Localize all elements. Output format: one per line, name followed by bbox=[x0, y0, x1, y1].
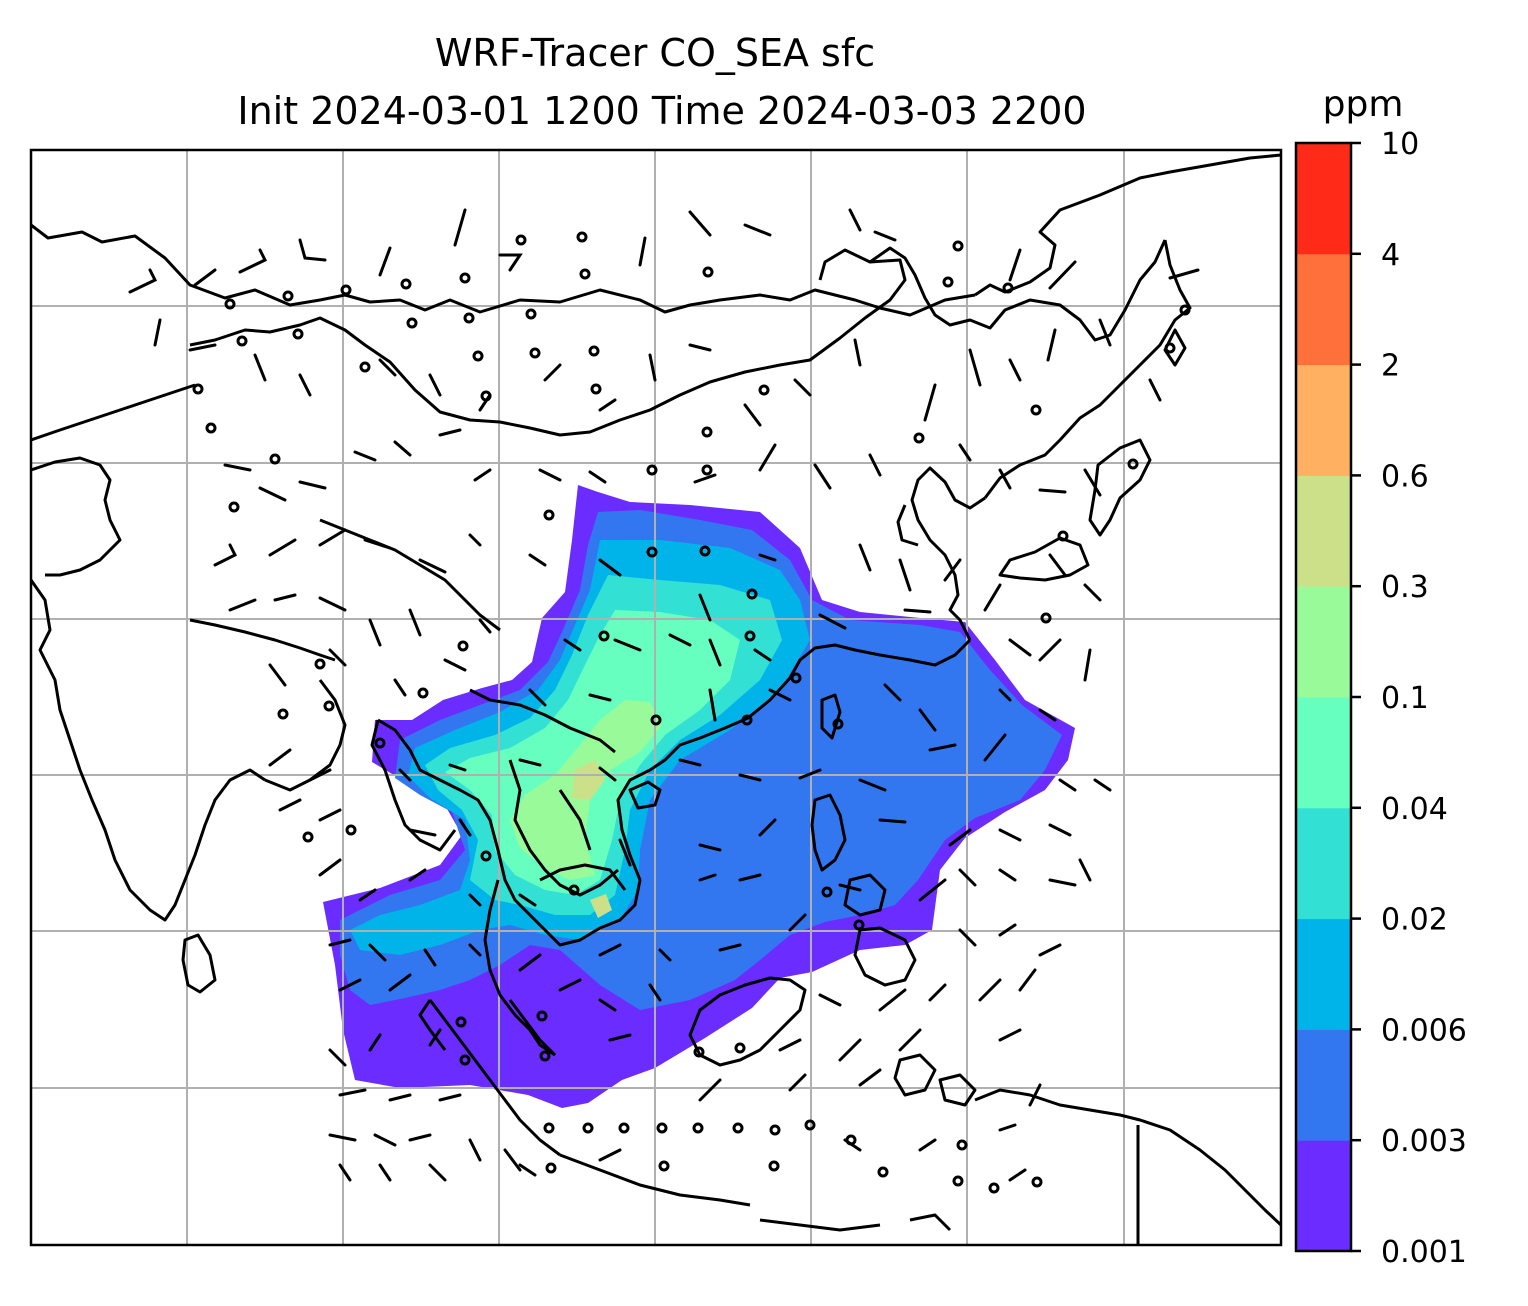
plume-level-7-core bbox=[590, 894, 612, 918]
colorbar-tick-label: 0.6 bbox=[1381, 459, 1429, 494]
plume-level-7 bbox=[572, 760, 605, 800]
colorbar-tick-label: 0.3 bbox=[1381, 570, 1429, 605]
colorbar-band bbox=[1296, 1029, 1351, 1141]
colorbar-tick-label: 0.003 bbox=[1381, 1124, 1467, 1159]
colorbar-band bbox=[1296, 807, 1351, 920]
colorbar-tick-label: 0.02 bbox=[1381, 903, 1448, 938]
colorbar-tick-label: 2 bbox=[1381, 349, 1400, 384]
colorbar-band bbox=[1296, 697, 1351, 809]
colorbar-tick-label: 0.1 bbox=[1381, 681, 1429, 716]
coastlines bbox=[31, 153, 1281, 1245]
colorbar-band bbox=[1296, 253, 1351, 366]
map-panel bbox=[31, 150, 1281, 1245]
colorbar-tick-label: 4 bbox=[1381, 238, 1400, 273]
colorbar-title: ppm bbox=[1323, 84, 1404, 125]
map-frame bbox=[29, 148, 1283, 1247]
colorbar-band bbox=[1296, 143, 1351, 255]
colorbar-tick-label: 10 bbox=[1381, 127, 1419, 162]
colorbar-band bbox=[1296, 1140, 1351, 1252]
colorbar-band bbox=[1296, 364, 1351, 476]
wind-barbs bbox=[128, 208, 1200, 1182]
colorbar-band bbox=[1296, 475, 1351, 587]
calm-markers bbox=[192, 231, 1191, 1194]
colorbar-band bbox=[1296, 586, 1351, 698]
colorbar-tick-label: 0.001 bbox=[1381, 1235, 1467, 1270]
colorbar-tick-label: 0.04 bbox=[1381, 792, 1448, 827]
colorbar: ppm 0.001 0.003 0.006 0.02 0.04 0.1 0.3 0.6 2 4 10 bbox=[1294, 84, 1467, 1270]
gridlines bbox=[31, 150, 1281, 1245]
chart-title: WRF-Tracer CO_SEA sfc bbox=[435, 31, 875, 75]
colorbar-band bbox=[1296, 918, 1351, 1030]
colorbar-tick-label: 0.006 bbox=[1381, 1013, 1467, 1048]
chart-subtitle: Init 2024-03-01 1200 Time 2024-03-03 220… bbox=[237, 89, 1086, 133]
